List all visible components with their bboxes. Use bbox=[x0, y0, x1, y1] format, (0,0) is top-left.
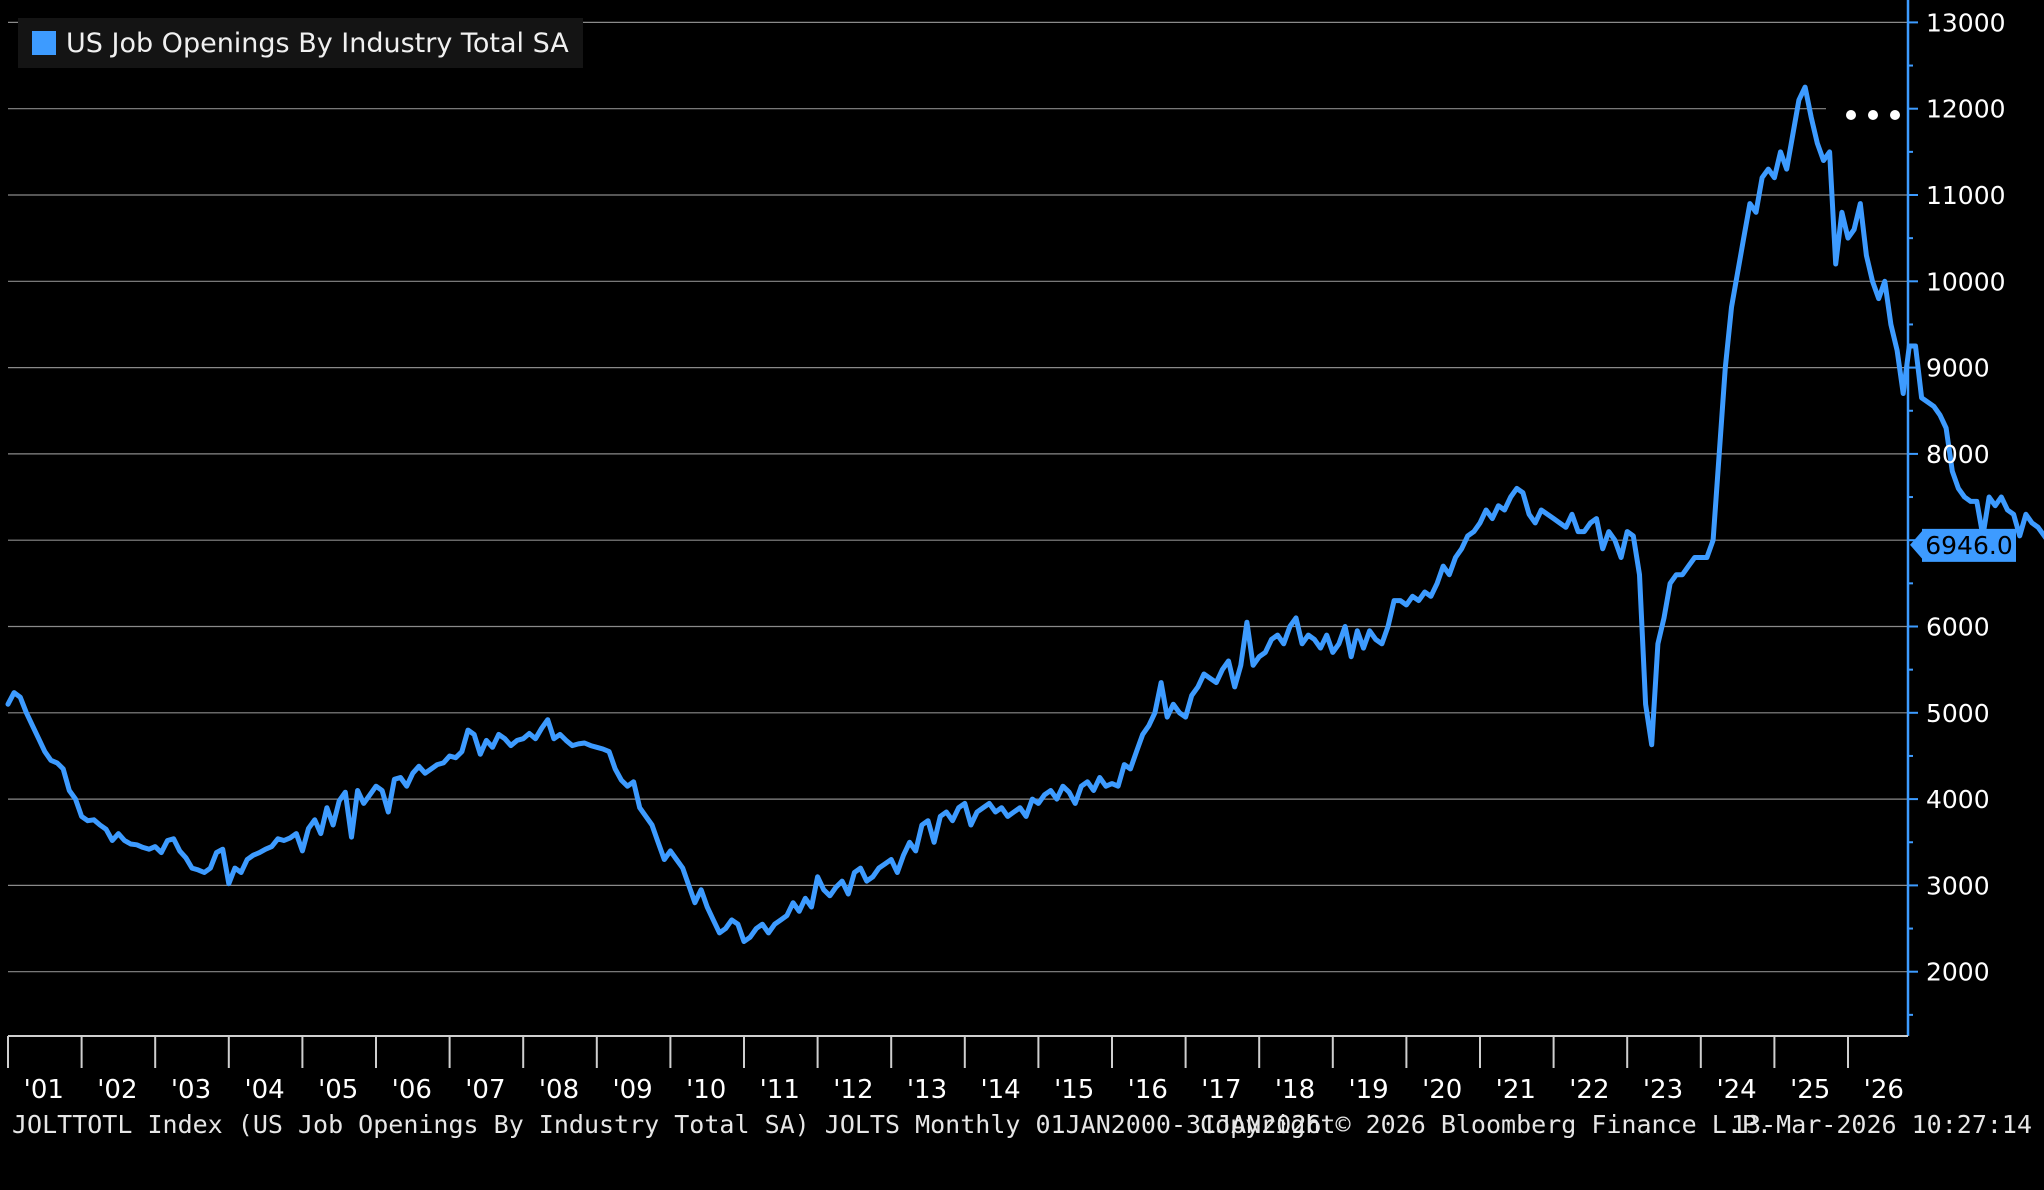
x-tick-label: '19 bbox=[1348, 1075, 1388, 1105]
x-tick-label: '07 bbox=[465, 1075, 505, 1105]
last-value-label: 6946.0 bbox=[1925, 531, 2012, 560]
series-line bbox=[5, 84, 2044, 944]
y-tick-label: 4000 bbox=[1926, 785, 1990, 814]
y-tick-label: 10000 bbox=[1926, 267, 2006, 296]
x-tick-label: '14 bbox=[980, 1075, 1020, 1105]
ellipsis-icon[interactable] bbox=[1846, 98, 1900, 132]
y-tick-label: 6000 bbox=[1926, 613, 1990, 642]
x-tick-label: '12 bbox=[833, 1075, 873, 1105]
y-tick-label: 9000 bbox=[1926, 354, 1990, 383]
y-tick-label: 5000 bbox=[1926, 699, 1990, 728]
x-tick-label: '01 bbox=[24, 1075, 64, 1105]
y-tick-label: 12000 bbox=[1926, 95, 2006, 124]
x-tick-label: '25 bbox=[1790, 1075, 1830, 1105]
chart-footer: JOLTTOTL Index (US Job Openings By Indus… bbox=[12, 1110, 2032, 1139]
footer-timestamp: 13-Mar-2026 10:27:14 bbox=[1731, 1110, 2033, 1139]
y-tick-label: 13000 bbox=[1926, 8, 2006, 37]
legend: US Job Openings By Industry Total SA bbox=[18, 18, 583, 68]
x-tick-label: '03 bbox=[171, 1075, 211, 1105]
x-tick-label: '09 bbox=[612, 1075, 652, 1105]
footer-copyright: Copyright© 2026 Bloomberg Finance L.P. bbox=[1200, 1110, 1772, 1139]
series-group bbox=[5, 84, 2044, 944]
x-tick-label: '13 bbox=[907, 1075, 947, 1105]
y-tick-label: 2000 bbox=[1926, 958, 1990, 987]
legend-swatch bbox=[32, 31, 56, 55]
ellipsis-dot bbox=[1890, 110, 1900, 120]
y-tick-label: 11000 bbox=[1926, 181, 2006, 210]
x-tick-label: '23 bbox=[1643, 1075, 1683, 1105]
x-tick-label: '08 bbox=[539, 1075, 579, 1105]
legend-label: US Job Openings By Industry Total SA bbox=[66, 27, 569, 59]
x-tick-label: '18 bbox=[1275, 1075, 1315, 1105]
x-tick-label: '17 bbox=[1201, 1075, 1241, 1105]
footer-description: JOLTTOTL Index (US Job Openings By Indus… bbox=[12, 1110, 1322, 1139]
x-tick-label: '06 bbox=[392, 1075, 432, 1105]
x-tick-label: '24 bbox=[1716, 1075, 1756, 1105]
last-value-group: 6946.0 bbox=[1910, 528, 2016, 562]
gridlines bbox=[8, 21, 1908, 973]
x-tick-label: '02 bbox=[97, 1075, 137, 1105]
x-tick-label: '10 bbox=[686, 1075, 726, 1105]
last-value-box bbox=[1922, 528, 2016, 562]
x-tick-label: '26 bbox=[1864, 1075, 1904, 1105]
y-tick-label: 8000 bbox=[1926, 440, 1990, 469]
ellipsis-dot bbox=[1846, 110, 1856, 120]
x-tick-label: '22 bbox=[1569, 1075, 1609, 1105]
y-tick-label: 3000 bbox=[1926, 871, 1990, 900]
x-tick-label: '04 bbox=[244, 1075, 284, 1105]
x-tick-label: '11 bbox=[760, 1075, 800, 1105]
x-tick-label: '15 bbox=[1054, 1075, 1094, 1105]
ellipsis-dot bbox=[1868, 110, 1878, 120]
x-tick-label: '20 bbox=[1422, 1075, 1462, 1105]
last-value-pointer bbox=[1910, 528, 1924, 561]
x-tick-label: '05 bbox=[318, 1075, 358, 1105]
x-tick-label: '16 bbox=[1128, 1075, 1168, 1105]
x-tick-label: '21 bbox=[1496, 1075, 1536, 1105]
